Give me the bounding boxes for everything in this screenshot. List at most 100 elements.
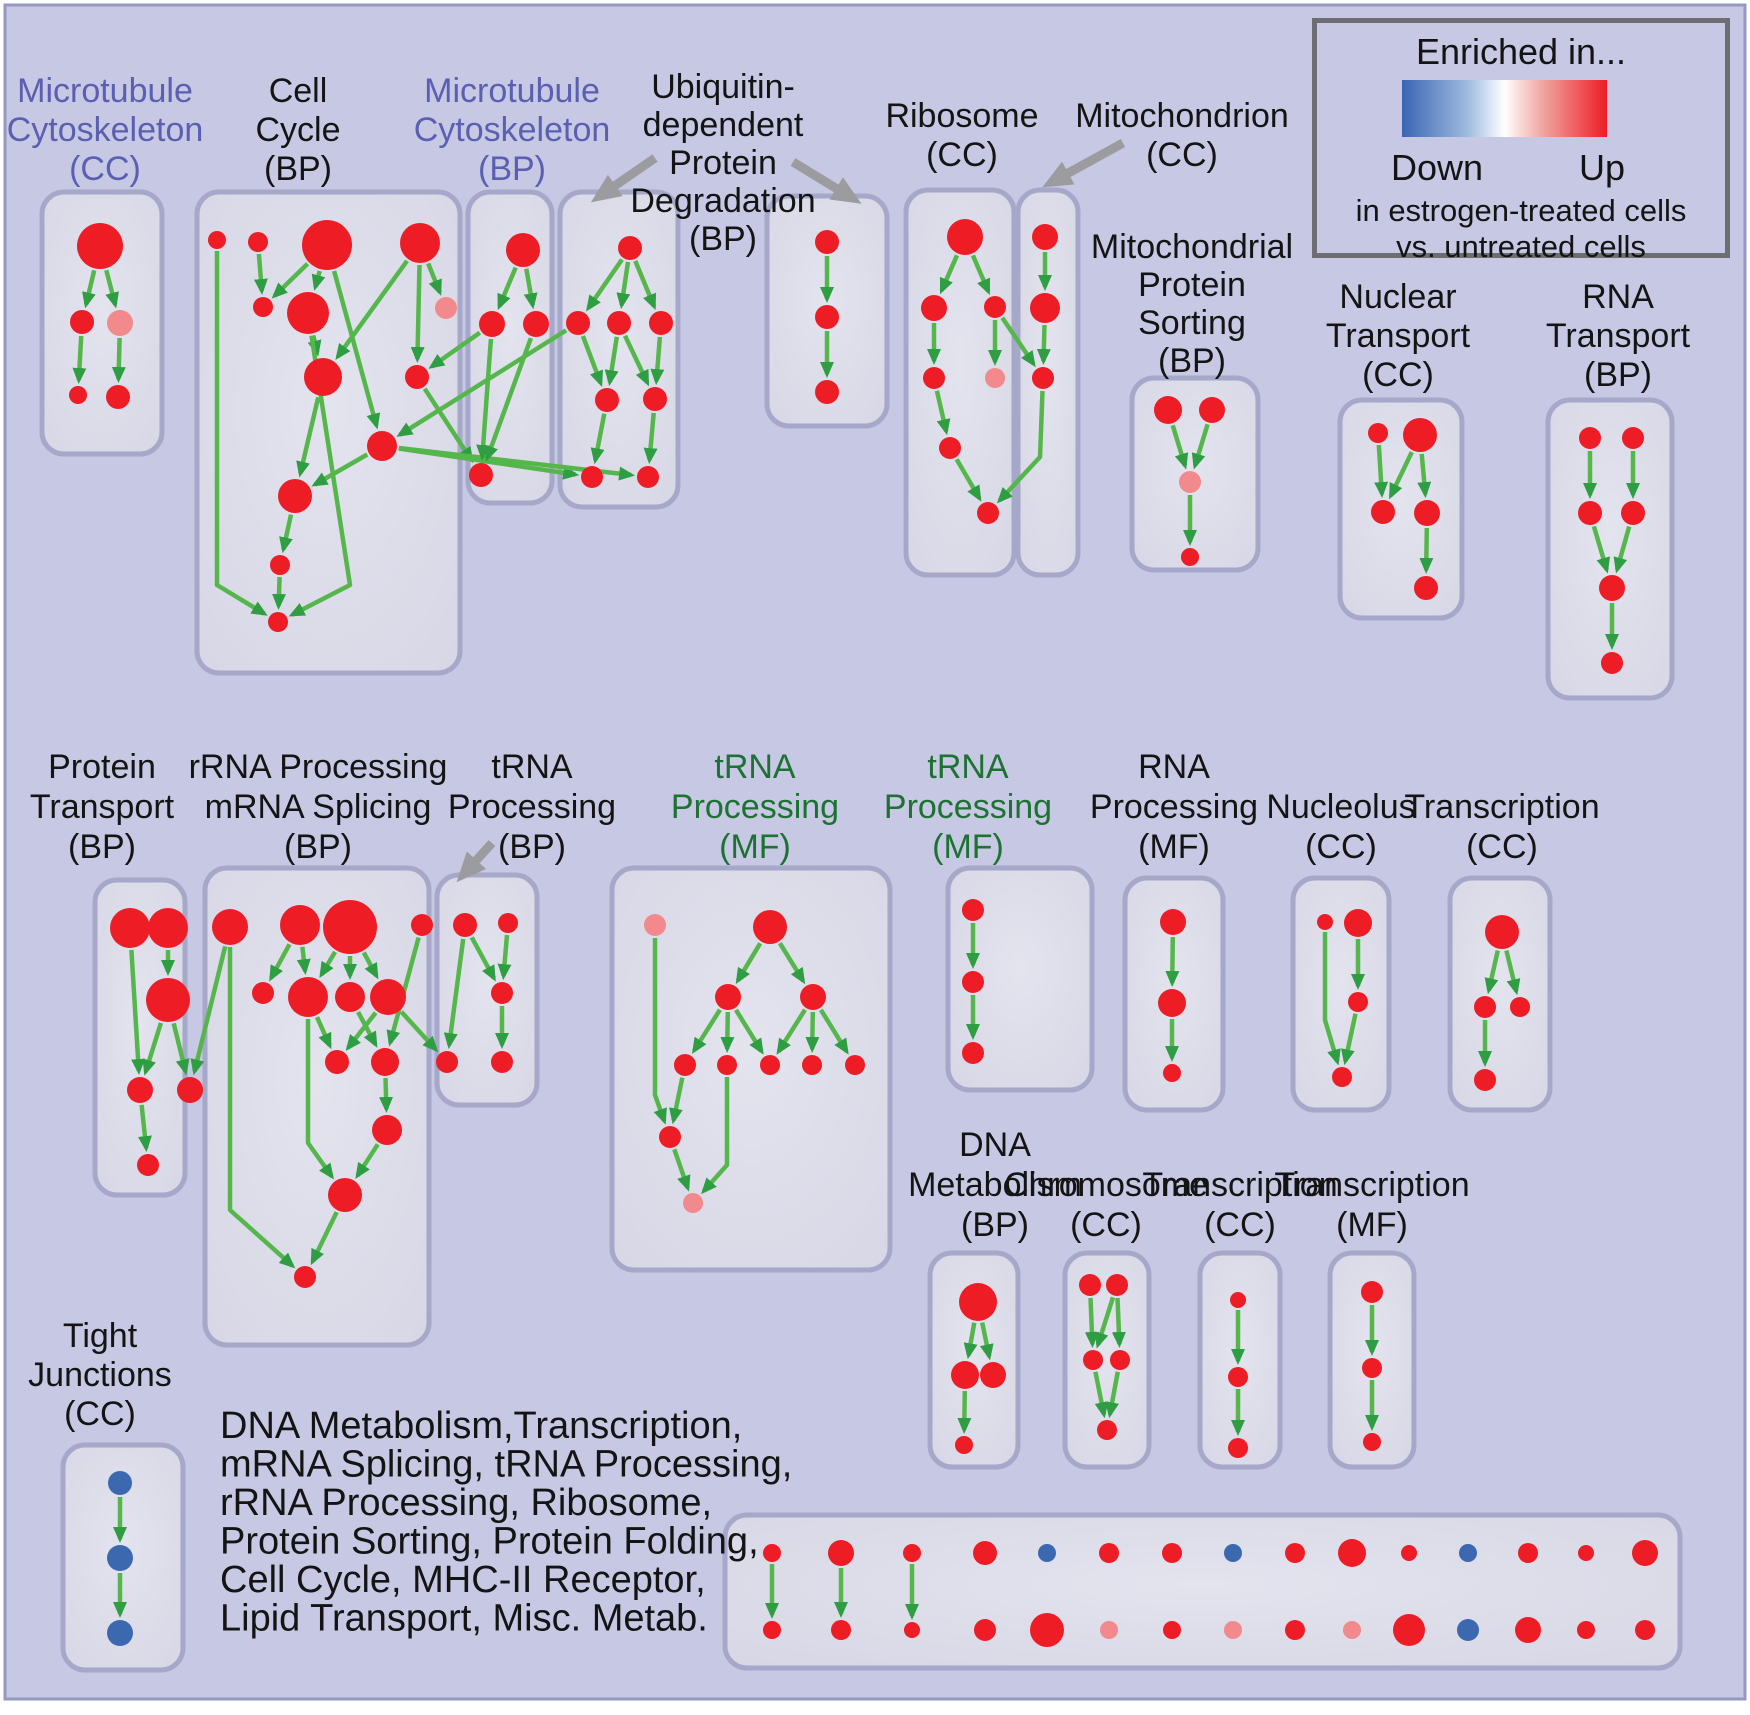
edge-arrow xyxy=(652,938,667,1125)
go-node-u7 xyxy=(581,466,603,488)
go-node-bt4 xyxy=(973,1541,997,1565)
go-node-bb13 xyxy=(1515,1617,1541,1643)
go-node-v2 xyxy=(815,305,839,329)
edge-arrow xyxy=(314,1016,332,1050)
edge-arrow xyxy=(1340,1013,1358,1066)
go-node-c11 xyxy=(278,479,312,513)
label-nucleolus-line-2: (CC) xyxy=(1305,828,1377,866)
label-mt-bp-line-1: Microtubule xyxy=(424,72,600,110)
edge-arrow xyxy=(643,412,658,465)
go-node-tb2 xyxy=(498,913,518,933)
edge-arrow xyxy=(111,337,126,383)
edge-arrow xyxy=(970,254,991,296)
edge-arrow xyxy=(396,328,568,437)
go-node-t2 xyxy=(148,908,188,948)
label-misc-list-line-2: mRNA Splicing, tRNA Processing, xyxy=(220,1444,792,1486)
edge-arrow xyxy=(580,335,604,387)
go-node-h5 xyxy=(674,1054,696,1076)
go-node-c8 xyxy=(304,358,342,396)
edge-arrow xyxy=(82,269,97,309)
go-node-f2 xyxy=(1228,1367,1248,1387)
edge-arrow xyxy=(311,270,326,291)
label-trna-mf-1-line-2: Processing xyxy=(671,788,839,826)
go-node-a5 xyxy=(106,385,130,409)
go-node-g9 xyxy=(325,1050,349,1074)
edge-arrow xyxy=(227,947,296,1269)
edge-arrow xyxy=(399,1010,439,1053)
edge-arrow xyxy=(1191,423,1210,470)
label-cell-cycle: Cell Cycle (BP) xyxy=(255,72,340,188)
label-misc-list-line-3: rRNA Processing, Ribosome, xyxy=(220,1482,712,1524)
edge-arrow xyxy=(311,452,369,487)
edge-arrow xyxy=(214,251,268,616)
go-node-bb2 xyxy=(831,1620,851,1640)
label-dna-metabolism: DNA Metabolism (BP) xyxy=(908,1126,1082,1244)
edge-arrow xyxy=(296,946,311,976)
edge-arrow xyxy=(171,1022,190,1076)
go-node-bb3 xyxy=(904,1622,920,1638)
go-node-r7 xyxy=(977,502,999,524)
go-node-c12 xyxy=(270,555,290,575)
go-node-v1 xyxy=(815,230,839,254)
edge-arrow xyxy=(1084,1297,1099,1348)
cluster-box-nucleolus xyxy=(1290,875,1392,1113)
cluster-box-chromosome xyxy=(1062,1250,1152,1470)
edge-arrow xyxy=(720,1011,735,1053)
label-nuclear-transport-line-3: (CC) xyxy=(1362,356,1434,394)
label-mito-protein-sorting-line-3: Sorting xyxy=(1138,304,1246,342)
go-node-o1 xyxy=(1317,914,1333,930)
go-node-r2 xyxy=(921,295,947,321)
go-node-bt6 xyxy=(1099,1543,1119,1563)
go-node-bt10 xyxy=(1338,1539,1366,1567)
label-trna-mf-2-line-2: Processing xyxy=(884,788,1052,826)
label-pointer-arrow xyxy=(456,839,496,883)
edge-arrow xyxy=(1094,1296,1116,1349)
go-node-bb15 xyxy=(1635,1620,1655,1640)
edge-arrow xyxy=(622,334,650,387)
go-node-m3 xyxy=(523,311,549,337)
label-tight-junctions-line-1: Tight xyxy=(63,1317,138,1355)
go-node-u3 xyxy=(607,311,631,335)
go-node-c2 xyxy=(248,232,268,252)
go-node-p4 xyxy=(1181,548,1199,566)
go-node-y3 xyxy=(1363,1433,1381,1451)
go-node-g8 xyxy=(370,979,406,1015)
go-node-g4 xyxy=(411,914,433,936)
label-transcription-cc-2: Transcription (CC) xyxy=(1142,1166,1337,1244)
label-trna-mf-1-line-1: tRNA xyxy=(714,748,796,786)
cluster-box-trna-mf-2 xyxy=(945,865,1095,1093)
edge-arrow xyxy=(104,269,119,309)
label-ribosome-line-2: (CC) xyxy=(926,136,998,174)
go-node-p2 xyxy=(1199,397,1225,423)
label-mt-bp-line-2: Cytoskeleton xyxy=(414,111,611,149)
label-ribosome: Ribosome (CC) xyxy=(885,97,1038,174)
edge-arrow xyxy=(469,936,496,982)
edge-arrow xyxy=(672,1148,691,1192)
label-transcription-cc-2-line-1: Transcription xyxy=(1142,1166,1337,1204)
edge-arrow xyxy=(669,1077,685,1125)
label-misc-list-line-4: Protein Sorting, Protein Folding, xyxy=(220,1521,759,1563)
edge-arrow xyxy=(129,949,146,1075)
go-node-g3 xyxy=(323,900,377,954)
go-node-d4 xyxy=(955,1436,973,1454)
legend-subtitle-line1: in estrogen-treated cells xyxy=(1355,193,1687,228)
label-trna-bp: tRNA Processing (BP) xyxy=(448,748,616,866)
go-node-tb4 xyxy=(436,1051,458,1073)
label-rna-transport-line-3: (BP) xyxy=(1584,356,1652,394)
label-cell-cycle-line-1: Cell xyxy=(269,72,328,110)
go-node-x3 xyxy=(1510,997,1530,1017)
go-node-bt2 xyxy=(828,1540,854,1566)
edge-arrow xyxy=(1170,424,1189,470)
go-node-t5 xyxy=(177,1077,203,1103)
edge-arrow xyxy=(331,270,381,430)
label-mt-cc-line-2: Cytoskeleton xyxy=(7,111,204,149)
edge-arrow xyxy=(137,1104,152,1153)
edge-arrow xyxy=(410,264,425,363)
go-node-bb10 xyxy=(1343,1621,1361,1639)
label-ubiquitin: Ubiquitin-dependent Protein Degradation (BP… xyxy=(630,68,815,258)
edge-arrow xyxy=(1093,1371,1109,1419)
go-node-e4 xyxy=(1110,1350,1130,1370)
edge-arrow xyxy=(279,514,294,554)
edge-arrow xyxy=(604,336,620,387)
edge-arrow xyxy=(288,335,353,617)
